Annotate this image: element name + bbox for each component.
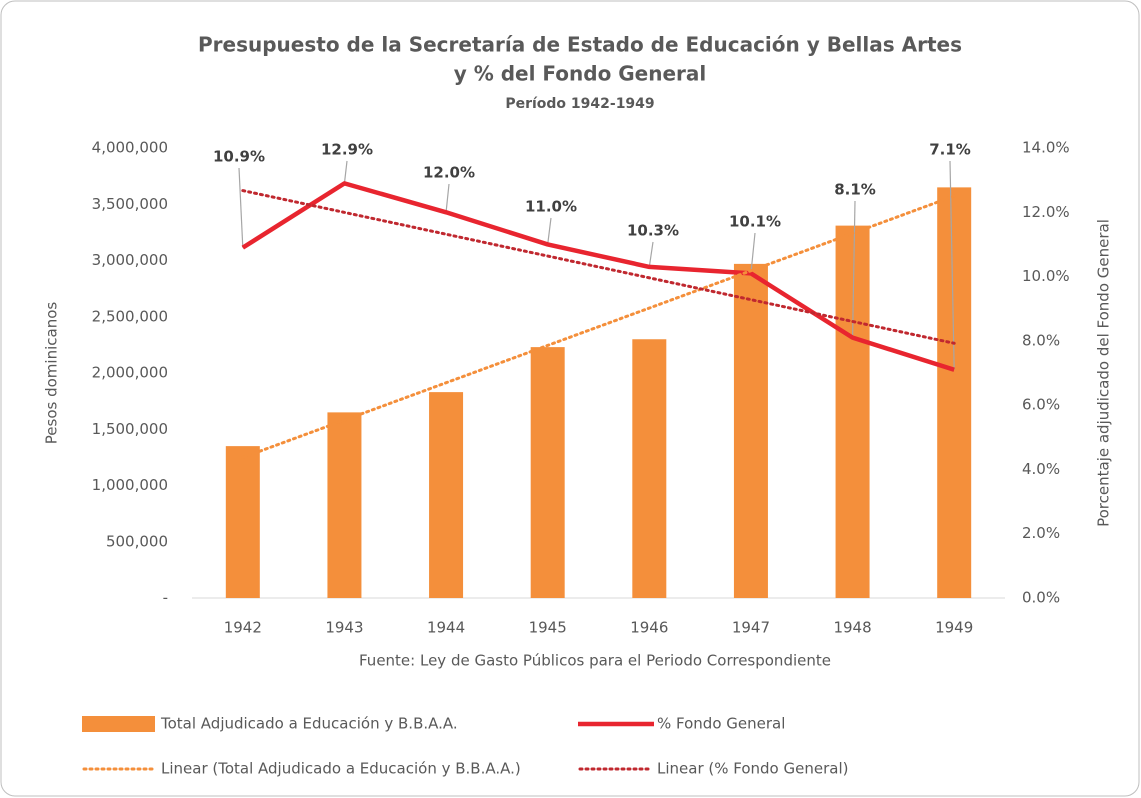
data-label: 11.0%: [525, 198, 577, 216]
data-label: 12.9%: [321, 141, 373, 159]
y2-tick-label: 0.0%: [1022, 589, 1060, 607]
data-label: 10.3%: [627, 222, 679, 240]
y-tick-label: 3,000,000: [92, 251, 168, 269]
bar: [327, 412, 362, 598]
bar: [835, 225, 870, 598]
bar: [530, 347, 565, 598]
y-tick-label: 4,000,000: [92, 139, 168, 157]
y2-tick-label: 12.0%: [1022, 203, 1070, 221]
y2-tick-label: 10.0%: [1022, 267, 1070, 285]
chart-period: Período 1942-1949: [505, 96, 654, 112]
bar: [225, 446, 260, 598]
leader-line: [343, 160, 348, 184]
data-label: 7.1%: [929, 141, 971, 159]
data-label: 12.0%: [423, 164, 475, 182]
data-label: 8.1%: [834, 181, 876, 199]
y2-tick-label: 2.0%: [1022, 524, 1060, 542]
x-tick-label: 1943: [325, 619, 363, 637]
y-tick-label: 2,500,000: [92, 307, 168, 325]
y2-tick-label: 4.0%: [1022, 460, 1060, 478]
trendline: [241, 194, 956, 459]
legend-label: Linear (Total Adjudicado a Educación y B…: [161, 760, 521, 778]
x-tick-label: 1947: [732, 619, 770, 637]
source-note: Fuente: Ley de Gasto Públicos para el Pe…: [359, 652, 831, 670]
y-tick-label: 1,500,000: [92, 420, 168, 438]
legend-label: Total Adjudicado a Educación y B.B.A.A.: [160, 715, 458, 733]
y-tick-label: 1,000,000: [92, 476, 168, 494]
bar: [733, 263, 768, 598]
bar: [429, 392, 464, 598]
leader-line: [547, 217, 552, 245]
line-series: [241, 181, 955, 372]
data-label: 10.9%: [213, 148, 265, 166]
chart-subtitle: y % del Fondo General: [454, 62, 707, 86]
x-tick-label: 1944: [427, 619, 465, 637]
y2-tick-label: 8.0%: [1022, 331, 1060, 349]
x-tick-label: 1945: [529, 619, 567, 637]
leader-line: [949, 160, 955, 370]
legend-swatch: [82, 716, 155, 732]
y-axis-title: Pesos dominicanos: [43, 302, 61, 445]
bar: [632, 339, 667, 598]
data-label: 10.1%: [729, 213, 781, 231]
leader-line: [238, 167, 244, 248]
chart-title: Presupuesto de la Secretaría de Estado d…: [198, 33, 962, 57]
y-tick-label: 3,500,000: [92, 195, 168, 213]
leader-line: [648, 241, 654, 268]
y-tick-label: -: [163, 589, 168, 607]
y2-tick-label: 6.0%: [1022, 396, 1060, 414]
leader-line: [750, 232, 756, 274]
legend-label: Linear (% Fondo General): [657, 760, 848, 778]
x-tick-label: 1948: [833, 619, 871, 637]
x-tick-label: 1942: [224, 619, 262, 637]
y2-tick-label: 14.0%: [1022, 139, 1070, 157]
trendline: [241, 189, 956, 345]
bar: [937, 187, 972, 598]
y-tick-label: 500,000: [106, 532, 168, 550]
y-tick-label: 2,000,000: [92, 364, 168, 382]
x-tick-label: 1946: [630, 619, 668, 637]
legend-label: % Fondo General: [657, 715, 785, 733]
x-tick-label: 1949: [935, 619, 973, 637]
leader-line: [851, 200, 856, 338]
y2-axis-title: Porcentaje adjudicado del Fondo General: [1095, 219, 1113, 527]
leader-line: [445, 183, 450, 213]
